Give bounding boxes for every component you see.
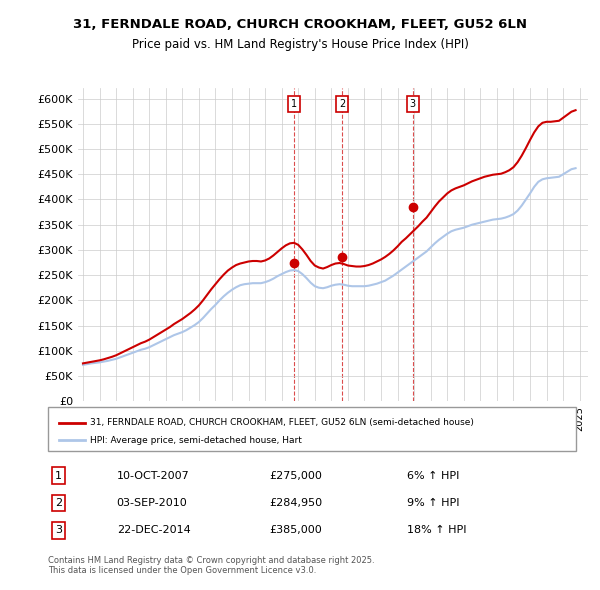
Text: Contains HM Land Registry data © Crown copyright and database right 2025.
This d: Contains HM Land Registry data © Crown c… [48, 556, 374, 575]
Text: 6% ↑ HPI: 6% ↑ HPI [407, 471, 460, 481]
Text: £275,000: £275,000 [270, 471, 323, 481]
Text: 2: 2 [55, 498, 62, 508]
Text: HPI: Average price, semi-detached house, Hart: HPI: Average price, semi-detached house,… [90, 436, 302, 445]
Text: 1: 1 [291, 99, 297, 109]
Text: 18% ↑ HPI: 18% ↑ HPI [407, 525, 467, 535]
Text: 03-SEP-2010: 03-SEP-2010 [116, 498, 187, 508]
Text: £385,000: £385,000 [270, 525, 323, 535]
Text: 22-DEC-2014: 22-DEC-2014 [116, 525, 190, 535]
Text: 10-OCT-2007: 10-OCT-2007 [116, 471, 190, 481]
Text: Price paid vs. HM Land Registry's House Price Index (HPI): Price paid vs. HM Land Registry's House … [131, 38, 469, 51]
Text: 3: 3 [410, 99, 416, 109]
Text: £284,950: £284,950 [270, 498, 323, 508]
Text: 2: 2 [339, 99, 346, 109]
Text: 1: 1 [55, 471, 62, 481]
Text: 31, FERNDALE ROAD, CHURCH CROOKHAM, FLEET, GU52 6LN (semi-detached house): 31, FERNDALE ROAD, CHURCH CROOKHAM, FLEE… [90, 418, 474, 427]
Text: 31, FERNDALE ROAD, CHURCH CROOKHAM, FLEET, GU52 6LN: 31, FERNDALE ROAD, CHURCH CROOKHAM, FLEE… [73, 18, 527, 31]
Text: 3: 3 [55, 525, 62, 535]
FancyBboxPatch shape [48, 407, 576, 451]
Text: 9% ↑ HPI: 9% ↑ HPI [407, 498, 460, 508]
